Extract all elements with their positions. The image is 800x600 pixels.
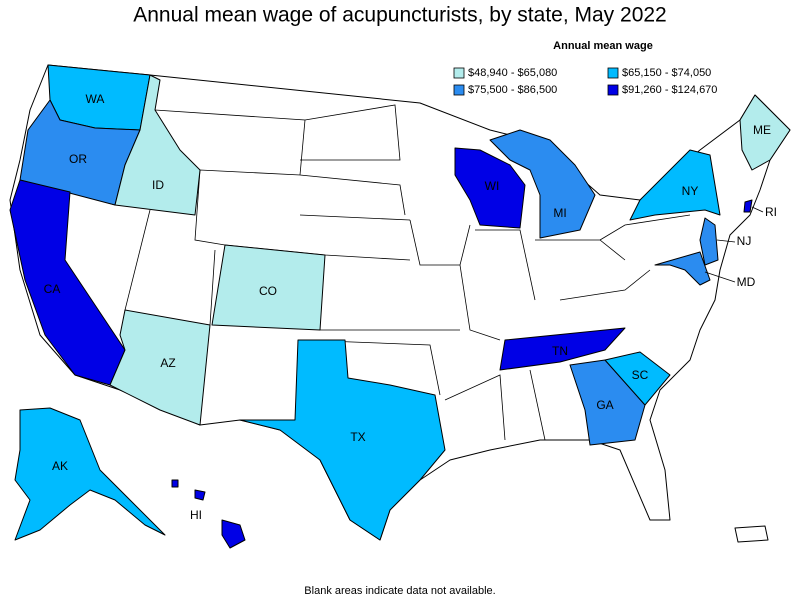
state-shape <box>211 244 326 331</box>
map-title: Annual mean wage of acupuncturists, by s… <box>133 4 666 27</box>
legend-label: $65,150 - $74,050 <box>622 67 711 79</box>
legend-swatch <box>453 67 465 79</box>
state-label: GA <box>596 398 613 412</box>
leader-lines <box>704 206 764 283</box>
state-shape <box>654 251 711 286</box>
state-label: CA <box>44 282 61 296</box>
legend-swatch <box>607 84 619 96</box>
state-label: TX <box>350 430 365 444</box>
state-shape <box>109 309 211 426</box>
state-label: WA <box>86 92 105 106</box>
state-label: SC <box>632 368 649 382</box>
state-label: OR <box>69 152 87 166</box>
puerto-rico <box>734 525 769 543</box>
state-shape <box>14 407 166 541</box>
footnote: Blank areas indicate data not available. <box>304 585 495 597</box>
state-label: WI <box>485 179 500 193</box>
legend: $48,940 - $65,080 $65,150 - $74,050 $75,50… <box>453 67 717 96</box>
legend-label: $48,940 - $65,080 <box>468 67 557 79</box>
state-shape <box>194 489 206 501</box>
state-label: NJ <box>737 234 752 248</box>
state-label: RI <box>765 205 777 219</box>
state-label: NY <box>682 184 699 198</box>
state-label: ID <box>152 178 164 192</box>
state-shape <box>629 149 721 221</box>
state-label: TN <box>552 344 568 358</box>
state-shape <box>699 217 719 266</box>
state-label: AK <box>52 459 68 473</box>
state-shape <box>739 94 791 171</box>
state-shape <box>239 339 446 541</box>
state-shape <box>454 147 526 229</box>
state-shape <box>114 74 201 216</box>
state-label: MI <box>553 206 566 220</box>
state-shape <box>221 519 246 549</box>
states: WA OR ID CA AZ CO TX AK HI WI MI TN GA SC NY ME NJ MD RI <box>9 64 791 549</box>
state-shape <box>489 129 596 239</box>
state-label: ME <box>753 123 771 137</box>
state-label: MD <box>737 275 756 289</box>
state-shape <box>743 199 753 213</box>
state-label: HI <box>190 508 202 522</box>
state-label: AZ <box>160 356 175 370</box>
legend-label: $91,260 - $124,670 <box>622 84 717 96</box>
state-borders <box>69 104 691 441</box>
state-label: CO <box>259 284 277 298</box>
state-shape <box>499 327 626 371</box>
legend-swatch <box>453 84 465 96</box>
legend-label: $75,500 - $86,500 <box>468 84 557 96</box>
legend-title: Annual mean wage <box>553 40 653 52</box>
state-shape <box>171 479 179 488</box>
legend-swatch <box>607 67 619 79</box>
state-shape <box>9 179 126 386</box>
state-shape <box>604 351 671 406</box>
